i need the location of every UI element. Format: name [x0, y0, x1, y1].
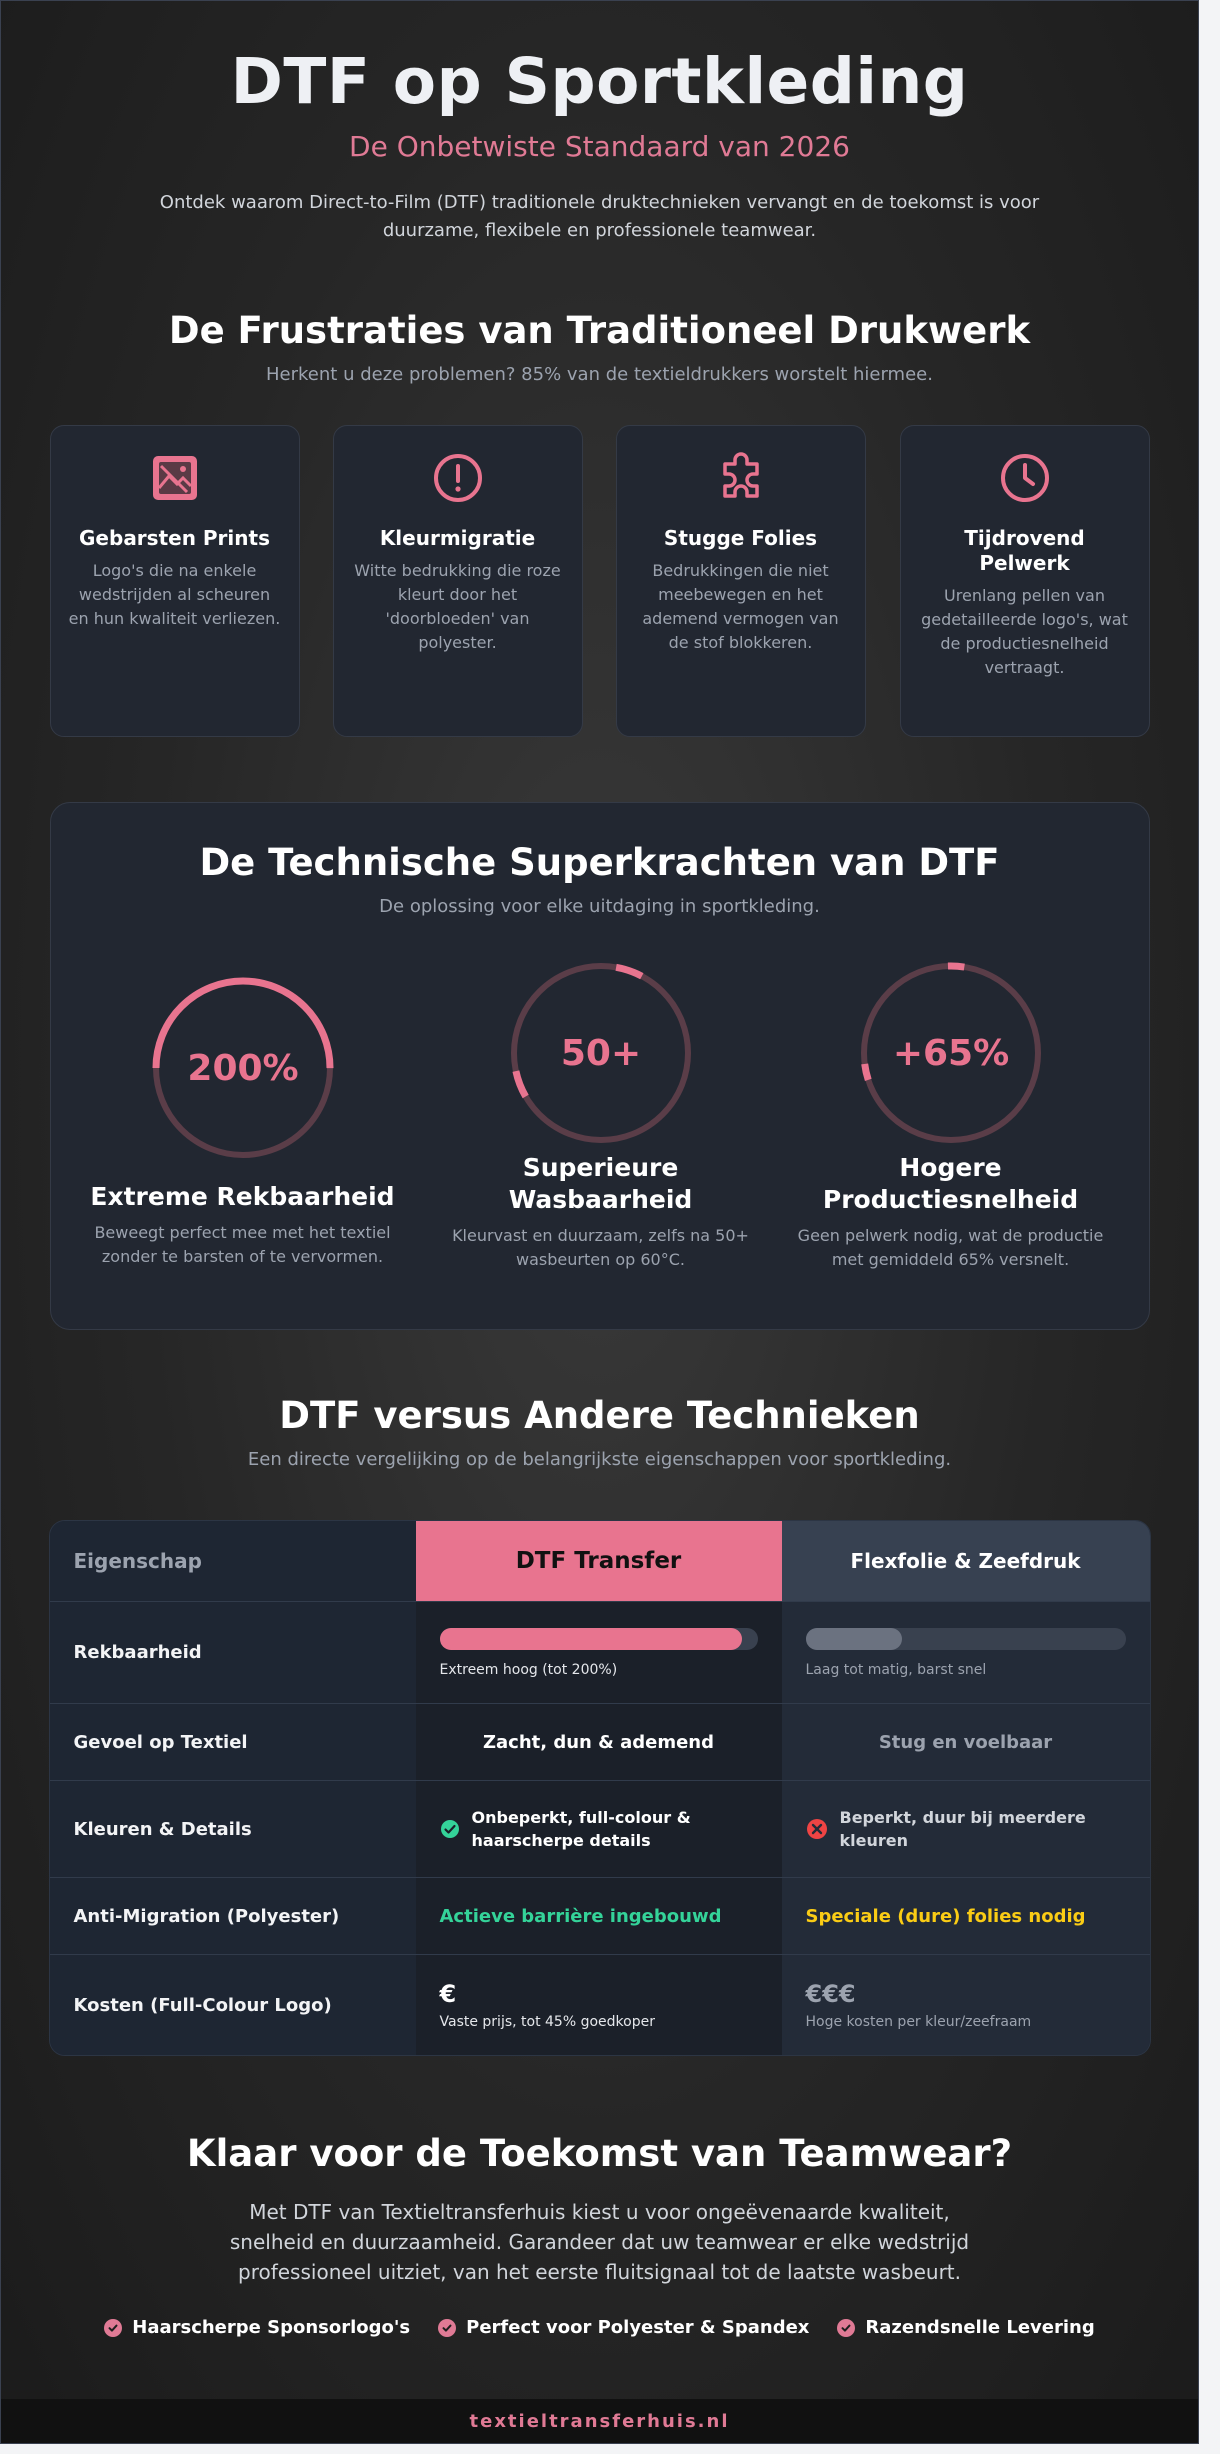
check-circle-icon: [440, 1820, 459, 1838]
check-icon: [438, 2318, 457, 2337]
dtf-price: €: [439, 1980, 457, 2008]
frustrations-section: De Frustraties van Traditioneel Drukwerk…: [1, 309, 1198, 385]
footer: textieltransferhuis.nl: [1, 2399, 1198, 2443]
other-price: €€€: [805, 1980, 856, 2008]
gauge-title: Hogere Productiesnelheid: [822, 1153, 1079, 1214]
infographic-page: DTF op Sportkleding De Onbetwiste Standa…: [0, 0, 1199, 2444]
cta-point-label: Razendsnelle Levering: [865, 2317, 1095, 2338]
table-row: Gevoel op Textiel Zacht, dun & ademend S…: [49, 1703, 1150, 1780]
puzzle-icon: [722, 452, 759, 498]
gauge-title: Superieure Wasbaarheid: [508, 1153, 693, 1214]
cta-points: Haarscherpe Sponsorlogo's Perfect voor P…: [1, 2317, 1198, 2338]
card-title: Kleurmigratie: [379, 526, 536, 550]
frustration-card: Gebarsten Prints Logo's die na enkele we…: [49, 425, 300, 737]
hero-title: DTF op Sportkleding: [230, 45, 969, 118]
x-circle-icon: [806, 1819, 827, 1839]
card-title: Tijdrovend Pelwerk: [964, 526, 1085, 575]
superpowers-lead: De oplossing voor elke uitdaging in spor…: [379, 896, 820, 917]
gauge-text: Geen pelwerk nodig, wat de productie met…: [797, 1226, 1104, 1269]
dtf-feel-text: Zacht, dun & ademend: [415, 1704, 782, 1780]
table-row: Kosten (Full-Colour Logo) € Vaste prijs,…: [49, 1954, 1150, 2055]
frustrations-title: De Frustraties van Traditioneel Drukwerk: [168, 309, 1031, 352]
gauge-stretch: 200% Extreme Rekbaarheid Beweegt perfect…: [83, 973, 403, 1269]
row-label: Anti-Migration (Polyester): [49, 1878, 416, 1954]
card-text: Urenlang pellen van gedetailleerde logo'…: [921, 586, 1128, 677]
gauge-ring: 200%: [152, 977, 333, 1159]
cta-text: Met DTF van Textieltransferhuis kiest u …: [229, 2200, 970, 2284]
gauge-value: 50+: [560, 1033, 640, 1074]
gauge-arc: [510, 962, 691, 1144]
table-row: Rekbaarheid Extreem hoog (tot 200%) Laag…: [49, 1601, 1150, 1703]
card-text: Witte bedrukking die roze kleurt door he…: [354, 561, 561, 652]
cta-point-label: Haarscherpe Sponsorlogo's: [132, 2317, 411, 2338]
frustration-card: Tijdrovend Pelwerk Urenlang pellen van g…: [899, 425, 1150, 737]
table-row: Anti-Migration (Polyester) Actieve barri…: [49, 1877, 1150, 1954]
row-label: Rekbaarheid: [49, 1602, 416, 1703]
other-stretch-text: Laag tot matig, barst snel: [805, 1661, 987, 1678]
frustration-card: Kleurmigratie Witte bedrukking die roze …: [332, 425, 583, 737]
alert-circle-icon: [433, 454, 482, 502]
gauge-title: Extreme Rekbaarheid: [90, 1182, 395, 1211]
comparison-section: DTF versus Andere Technieken Een directe…: [1, 1394, 1198, 1470]
cta-point-label: Perfect voor Polyester & Spandex: [466, 2317, 810, 2338]
other-stretch-bar: [805, 1627, 1126, 1650]
dtf-colors-text: Onbeperkt, full-colour & haarscherpe det…: [471, 1808, 691, 1850]
broken-image-icon: [152, 456, 197, 500]
other-feel-text: Stug en voelbaar: [781, 1704, 1150, 1780]
cta-point: Haarscherpe Sponsorlogo's: [104, 2317, 410, 2338]
superpowers-panel: De Technische Superkrachten van DTF De o…: [49, 802, 1150, 1330]
hero-intro: Ontdek waarom Direct-to-Film (DTF) tradi…: [159, 192, 1040, 241]
row-label: Kleuren & Details: [49, 1781, 416, 1877]
comparison-table: Eigenschap DTF Transfer Flexfolie & Zeef…: [48, 1520, 1151, 2056]
table-row: Kleuren & Details Onbeperkt, full-colour…: [49, 1780, 1150, 1877]
hero-section: DTF op Sportkleding De Onbetwiste Standa…: [1, 1, 1198, 245]
gauge-text: Kleurvast en duurzaam, zelfs na 50+ wasb…: [452, 1226, 749, 1269]
gauge-arc: [152, 977, 333, 1159]
card-title: Stugge Folies: [663, 526, 818, 550]
gauge-wash: 50+ Superieure Wasbaarheid Kleurvast en …: [441, 958, 761, 1272]
frustration-card: Stugge Folies Bedrukkingen die niet meeb…: [615, 425, 866, 737]
gauge-arc: [860, 962, 1041, 1144]
check-icon: [837, 2318, 856, 2337]
superpowers-title: De Technische Superkrachten van DTF: [199, 841, 1000, 884]
card-text: Logo's die na enkele wedstrijden al sche…: [68, 561, 281, 628]
header-other: Flexfolie & Zeefdruk: [781, 1521, 1150, 1601]
dtf-stretch-text: Extreem hoog (tot 200%): [439, 1661, 618, 1678]
gauge-speed: +65% Hogere Productiesnelheid Geen pelwe…: [791, 958, 1111, 1272]
row-label: Gevoel op Textiel: [49, 1704, 416, 1780]
other-migration-text: Speciale (dure) folies nodig: [781, 1878, 1150, 1954]
cta-title: Klaar voor de Toekomst van Teamwear?: [186, 2132, 1013, 2175]
cta-point: Razendsnelle Levering: [837, 2317, 1095, 2338]
cta-point: Perfect voor Polyester & Spandex: [438, 2317, 809, 2338]
gauge-arc: [510, 962, 691, 1144]
gauge-value: +65%: [892, 1033, 1008, 1074]
frustration-cards: Gebarsten Prints Logo's die na enkele we…: [49, 425, 1150, 737]
frustrations-lead: Herkent u deze problemen? 85% van de tex…: [266, 364, 933, 385]
check-icon: [104, 2318, 123, 2337]
other-colors-text: Beperkt, duur bij meerdere kleuren: [839, 1808, 1086, 1850]
dtf-stretch-bar-fill: [439, 1627, 742, 1650]
other-cost-text: Hoge kosten per kleur/zeefraam: [805, 2014, 1032, 2030]
hero-subtitle: De Onbetwiste Standaard van 2026: [349, 130, 850, 163]
clock-icon: [1000, 454, 1049, 502]
comparison-title: DTF versus Andere Technieken: [279, 1394, 920, 1437]
table-header-row: Eigenschap DTF Transfer Flexfolie & Zeef…: [49, 1521, 1150, 1601]
gauge-value: 200%: [187, 1048, 298, 1089]
cta-section: Klaar voor de Toekomst van Teamwear? Met…: [1, 2132, 1198, 2338]
gauge-ring: 50+: [510, 962, 691, 1144]
comparison-lead: Een directe vergelijking op de belangrij…: [247, 1449, 952, 1470]
header-property: Eigenschap: [49, 1521, 416, 1601]
header-dtf: DTF Transfer: [415, 1521, 782, 1601]
row-label: Kosten (Full-Colour Logo): [49, 1955, 416, 2055]
other-stretch-bar-fill: [805, 1627, 902, 1650]
dtf-stretch-bar: [439, 1627, 758, 1650]
card-title: Gebarsten Prints: [79, 526, 270, 550]
dtf-cost-text: Vaste prijs, tot 45% goedkoper: [439, 2014, 655, 2030]
gauge-text: Beweegt perfect mee met het textiel zond…: [94, 1223, 391, 1266]
gauge-ring: +65%: [859, 962, 1041, 1144]
card-text: Bedrukkingen die niet meebewegen en het …: [642, 561, 839, 652]
footer-domain-link[interactable]: textieltransferhuis.nl: [469, 2410, 730, 2432]
dtf-migration-text: Actieve barrière ingebouwd: [415, 1878, 782, 1954]
